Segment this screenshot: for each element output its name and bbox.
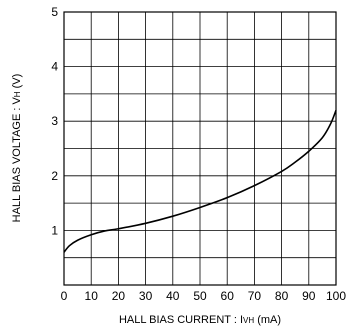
y-tick-label: 1 bbox=[51, 223, 58, 237]
x-tick-labels: 0 10 20 30 40 50 60 70 80 90 100 bbox=[61, 289, 347, 303]
x-tick-label: 20 bbox=[112, 289, 126, 303]
y-tick-label: 5 bbox=[51, 5, 58, 19]
x-tick-label: 30 bbox=[139, 289, 153, 303]
x-tick-label: 90 bbox=[302, 289, 316, 303]
x-tick-label: 70 bbox=[248, 289, 262, 303]
y-axis-label: HALL BIAS VOLTAGE : VH (V) bbox=[11, 74, 23, 223]
plot-frame bbox=[63, 11, 337, 286]
x-tick-label: 0 bbox=[61, 289, 68, 303]
y-tick-label: 3 bbox=[51, 114, 58, 128]
x-tick-label: 10 bbox=[85, 289, 99, 303]
x-tick-label: 80 bbox=[275, 289, 289, 303]
grid bbox=[64, 12, 336, 285]
y-tick-label: 2 bbox=[51, 169, 58, 183]
x-axis-label: HALL BIAS CURRENT : IVH (mA) bbox=[119, 314, 281, 326]
x-tick-label: 40 bbox=[166, 289, 180, 303]
x-tick-label: 60 bbox=[221, 289, 235, 303]
y-tick-labels: 1 2 3 4 5 bbox=[51, 5, 58, 237]
y-tick-label: 4 bbox=[51, 60, 58, 74]
x-tick-label: 100 bbox=[326, 289, 346, 303]
series-line bbox=[63, 109, 337, 253]
x-tick-label: 50 bbox=[193, 289, 207, 303]
